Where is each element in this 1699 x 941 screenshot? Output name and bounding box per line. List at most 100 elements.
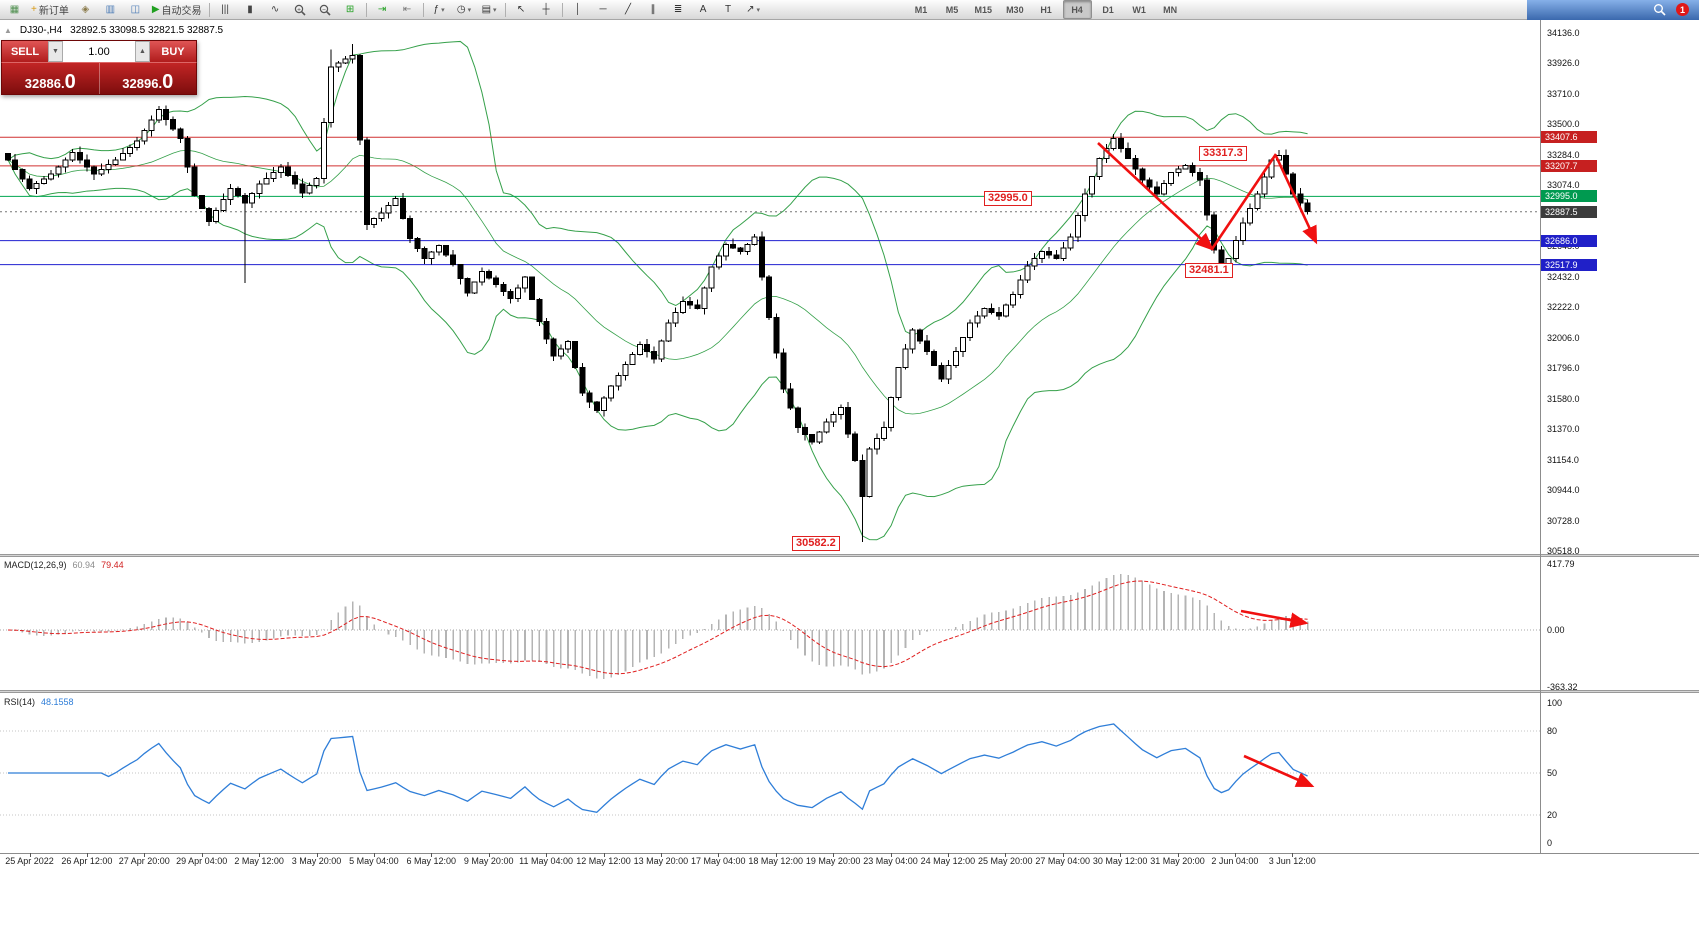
dropdown-arrow-icon: ▾ bbox=[756, 6, 760, 14]
price-annotation[interactable]: 32995.0 bbox=[984, 191, 1032, 206]
buy-price[interactable]: 32896. 0 bbox=[100, 63, 197, 94]
time-axis-tick bbox=[431, 853, 433, 857]
cursor-icon[interactable]: ↖ bbox=[510, 0, 533, 19]
trend-arrow[interactable] bbox=[1097, 142, 1214, 251]
autotrading-button[interactable]: ▶ 自动交易 bbox=[149, 0, 205, 19]
horizontal-line-icon[interactable]: ─ bbox=[592, 0, 615, 19]
zoom-in-icon[interactable]: + bbox=[289, 0, 312, 19]
timeframe-W1[interactable]: W1 bbox=[1125, 0, 1154, 19]
horizontal-line-icon-glyph: ─ bbox=[599, 4, 607, 15]
trendline-icon[interactable]: ╱ bbox=[617, 0, 640, 19]
label-icon[interactable]: T bbox=[717, 0, 740, 19]
dropdown-arrow-icon: ▾ bbox=[493, 6, 497, 14]
fibonacci-icon[interactable]: ≣ bbox=[667, 0, 690, 19]
search-icon[interactable] bbox=[1653, 3, 1666, 16]
time-axis-label: 23 May 04:00 bbox=[863, 856, 918, 866]
rsi-axis-label: 50 bbox=[1547, 768, 1558, 778]
periods-button-glyph: ◷ bbox=[456, 4, 466, 15]
time-axis-label: 11 May 04:00 bbox=[519, 856, 574, 866]
time-axis-line bbox=[0, 853, 1699, 854]
new-order-button[interactable]: + 新订单 bbox=[28, 0, 72, 19]
splitter-chart-macd[interactable] bbox=[0, 554, 1699, 557]
channel-icon-glyph: ∥ bbox=[650, 4, 656, 15]
time-axis-tick bbox=[144, 853, 146, 857]
timeframe-M1[interactable]: M1 bbox=[907, 0, 936, 19]
templates-button[interactable]: ▤ ▾ bbox=[478, 0, 501, 19]
crosshair-icon[interactable]: ┼ bbox=[535, 0, 558, 19]
toolbar-buttons: ▦ + 新订单 ◈ ▥ ◫ ▶ 自动交易 ||| ▮ ∿ + − ⊞ ⇥ ⇤ ƒ ▾ ◷ ▾ ▤ ▾ ↖ ┼ │ ─ ╱ ∥ ≣ A T ↗ ▾… bbox=[0, 0, 1186, 20]
chart-window-icon-glyph: ▦ bbox=[9, 4, 20, 15]
trend-arrow[interactable] bbox=[1210, 153, 1278, 250]
notification-badge[interactable]: 1 bbox=[1676, 3, 1689, 16]
vertical-line-icon[interactable]: │ bbox=[567, 0, 590, 19]
time-axis-tick bbox=[660, 853, 662, 857]
time-axis-label: 17 May 04:00 bbox=[691, 856, 746, 866]
dropdown-arrow-icon: ▾ bbox=[441, 6, 445, 14]
rsi-line bbox=[8, 723, 1308, 814]
price-axis-label: 33926.0 bbox=[1547, 58, 1580, 69]
price-axis-label: 33284.0 bbox=[1547, 149, 1580, 160]
candlestick-chart-icon-glyph: ▮ bbox=[247, 4, 253, 15]
price-axis-label: 33500.0 bbox=[1547, 119, 1580, 130]
rsi-axis-label: 0 bbox=[1547, 838, 1553, 848]
line-chart-icon[interactable]: ∿ bbox=[264, 0, 287, 19]
time-axis-tick bbox=[546, 853, 548, 857]
macd-signal-line bbox=[7, 580, 1308, 675]
price-axis-label: 30944.0 bbox=[1547, 484, 1580, 495]
channel-icon[interactable]: ∥ bbox=[642, 0, 665, 19]
tile-windows-icon[interactable]: ⊞ bbox=[339, 0, 362, 19]
time-axis-label: 9 May 20:00 bbox=[463, 856, 514, 866]
text-icon[interactable]: A bbox=[692, 0, 715, 19]
price-tag: 32995.0 bbox=[1541, 190, 1597, 203]
periods-button[interactable]: ◷ ▾ bbox=[453, 0, 476, 19]
volume-input[interactable] bbox=[63, 41, 135, 62]
price-tag: 32517.9 bbox=[1541, 258, 1597, 271]
timeframe-MN[interactable]: MN bbox=[1156, 0, 1185, 19]
timeframe-M5[interactable]: M5 bbox=[938, 0, 967, 19]
new-order-button-glyph: + bbox=[31, 4, 37, 15]
chart-shift-icon[interactable]: ⇤ bbox=[396, 0, 419, 19]
splitter-macd-rsi[interactable] bbox=[0, 690, 1699, 693]
time-axis-label: 18 May 12:00 bbox=[748, 856, 803, 866]
candlestick-chart-icon[interactable]: ▮ bbox=[239, 0, 262, 19]
compass-icon[interactable]: ◈ bbox=[74, 0, 97, 19]
volume-down-button[interactable]: ▼ bbox=[48, 41, 63, 62]
timeframe-H4[interactable]: H4 bbox=[1062, 0, 1092, 19]
price-axis-label: 31370.0 bbox=[1547, 423, 1580, 434]
price-tag: 33407.6 bbox=[1541, 131, 1597, 144]
bar-chart-icon[interactable]: ||| bbox=[214, 0, 237, 19]
timeframe-D1[interactable]: D1 bbox=[1094, 0, 1123, 19]
price-annotation[interactable]: 30582.2 bbox=[792, 536, 840, 551]
timeframe-M30[interactable]: M30 bbox=[1000, 0, 1030, 19]
navigator-icon[interactable]: ◫ bbox=[124, 0, 147, 19]
zoom-out-icon[interactable]: − bbox=[314, 0, 337, 19]
volume-up-button[interactable]: ▲ bbox=[135, 41, 150, 62]
toolbar-right-zone: 1 bbox=[1527, 0, 1699, 20]
sell-price[interactable]: 32886. 0 bbox=[2, 63, 99, 94]
price-annotation[interactable]: 33317.3 bbox=[1199, 146, 1247, 161]
timeframe-M15[interactable]: M15 bbox=[969, 0, 999, 19]
trend-arrow[interactable] bbox=[1240, 609, 1309, 628]
one-click-collapse-icon[interactable]: ▲ bbox=[4, 26, 12, 35]
time-axis-label: 25 May 20:00 bbox=[978, 856, 1033, 866]
auto-scroll-icon[interactable]: ⇥ bbox=[371, 0, 394, 19]
sell-button[interactable]: SELL bbox=[2, 41, 48, 62]
chart-window-icon[interactable]: ▦ bbox=[3, 0, 26, 19]
time-axis-label: 6 May 12:00 bbox=[406, 856, 457, 866]
indicators-button[interactable]: ƒ ▾ bbox=[428, 0, 451, 19]
timeframe-label: H1 bbox=[1040, 4, 1052, 15]
trend-arrow[interactable] bbox=[1243, 754, 1315, 788]
time-axis-tick bbox=[29, 853, 31, 857]
timeframe-H1[interactable]: H1 bbox=[1032, 0, 1061, 19]
toolbar-separator bbox=[365, 2, 367, 17]
bollinger-bands bbox=[7, 40, 1308, 541]
macd-axis-label: 0.00 bbox=[1547, 625, 1565, 635]
buy-button[interactable]: BUY bbox=[150, 41, 196, 62]
market-watch-icon[interactable]: ▥ bbox=[99, 0, 122, 19]
trend-arrow[interactable] bbox=[1274, 155, 1318, 245]
price-annotation[interactable]: 32481.1 bbox=[1185, 263, 1233, 278]
chart-info-line: ▲ DJ30-,H4 32892.5 33098.5 32821.5 32887… bbox=[4, 25, 223, 36]
arrows-tool-icon[interactable]: ↗ ▾ bbox=[742, 0, 765, 19]
